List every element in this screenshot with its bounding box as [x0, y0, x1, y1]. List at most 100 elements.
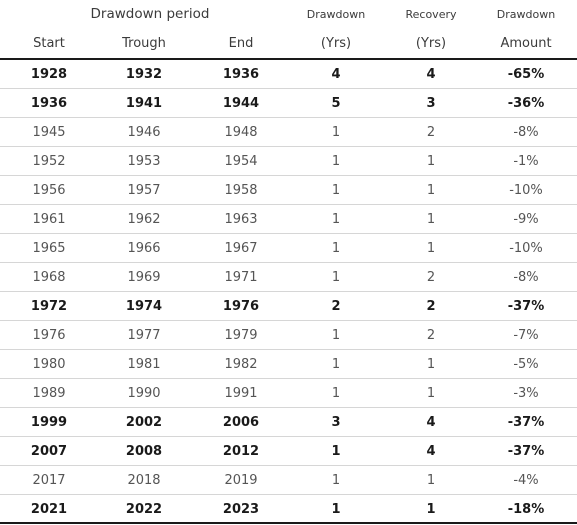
- header-start: Start: [33, 36, 65, 51]
- header-trough: Trough: [122, 36, 166, 51]
- cell-recovery: 1: [426, 183, 436, 198]
- cell-recovery: 1: [426, 473, 436, 488]
- cell-end: 1976: [222, 299, 260, 314]
- cell-end: 1936: [222, 67, 260, 82]
- cell-trough: 1966: [127, 241, 161, 256]
- cell-trough: 1990: [127, 386, 161, 401]
- table-row: 2017 2018 2019 1 1 -4%: [0, 466, 577, 495]
- cell-recovery: 1: [426, 241, 436, 256]
- table-row: 1956 1957 1958 1 1 -10%: [0, 176, 577, 205]
- cell-start: 1980: [32, 357, 66, 372]
- header-end: End: [228, 36, 254, 51]
- row-divider: [0, 465, 577, 466]
- cell-start: 1976: [32, 328, 66, 343]
- cell-drawdown: 3: [331, 415, 341, 430]
- cell-trough: 2002: [125, 415, 163, 430]
- cell-recovery: 1: [426, 357, 436, 372]
- cell-trough: 1946: [127, 125, 161, 140]
- cell-amount: -10%: [509, 241, 543, 256]
- row-divider: [0, 494, 577, 495]
- row-divider: [0, 88, 577, 89]
- header-recovery-yrs: (Yrs): [415, 36, 447, 51]
- row-divider: [0, 175, 577, 176]
- table-body: 1928 1932 1936 4 4 -65% 1936 1941 1944 5 3 -36% 1945…: [0, 60, 577, 524]
- cell-amount: -36%: [507, 96, 545, 111]
- table-row: 2021 2022 2023 1 1 -18%: [0, 495, 577, 524]
- cell-start: 1961: [32, 212, 66, 227]
- cell-drawdown: 1: [331, 473, 341, 488]
- row-divider: [0, 378, 577, 379]
- cell-end: 2006: [222, 415, 260, 430]
- cell-drawdown: 1: [331, 183, 341, 198]
- cell-trough: 2008: [125, 444, 163, 459]
- header-row-1: Drawdown period Drawdown Recovery Drawdo…: [0, 0, 577, 29]
- cell-drawdown: 1: [331, 502, 341, 517]
- cell-amount: -37%: [507, 444, 545, 459]
- cell-amount: -7%: [513, 328, 539, 343]
- cell-recovery: 1: [426, 154, 436, 169]
- cell-recovery: 2: [426, 270, 436, 285]
- cell-recovery: 4: [426, 444, 436, 459]
- cell-trough: 1974: [125, 299, 163, 314]
- cell-start: 1968: [32, 270, 66, 285]
- cell-start: 2017: [32, 473, 66, 488]
- cell-start: 1956: [32, 183, 66, 198]
- cell-amount: -5%: [513, 357, 539, 372]
- table-row: 1980 1981 1982 1 1 -5%: [0, 350, 577, 379]
- cell-recovery: 1: [426, 502, 436, 517]
- cell-drawdown: 1: [331, 154, 341, 169]
- cell-drawdown: 1: [331, 328, 341, 343]
- cell-amount: -4%: [513, 473, 539, 488]
- row-divider: [0, 436, 577, 437]
- table-row: 1961 1962 1963 1 1 -9%: [0, 205, 577, 234]
- cell-end: 2012: [222, 444, 260, 459]
- cell-start: 1999: [30, 415, 68, 430]
- table-row: 1928 1932 1936 4 4 -65%: [0, 60, 577, 89]
- header-row-2: Start Trough End (Yrs) (Yrs) Amount: [0, 29, 577, 58]
- cell-trough: 1953: [127, 154, 161, 169]
- header-amount: Amount: [500, 36, 552, 51]
- row-divider: [0, 262, 577, 263]
- cell-drawdown: 5: [331, 96, 341, 111]
- cell-drawdown: 1: [331, 241, 341, 256]
- cell-amount: -1%: [513, 154, 539, 169]
- cell-end: 1991: [224, 386, 258, 401]
- row-divider: [0, 291, 577, 292]
- cell-amount: -37%: [507, 299, 545, 314]
- cell-drawdown: 4: [331, 67, 341, 82]
- cell-start: 1952: [32, 154, 66, 169]
- cell-trough: 1969: [127, 270, 161, 285]
- cell-end: 1967: [224, 241, 258, 256]
- cell-recovery: 1: [426, 386, 436, 401]
- cell-end: 1944: [222, 96, 260, 111]
- header-drawdown-period: Drawdown period: [90, 6, 210, 22]
- cell-end: 1948: [224, 125, 258, 140]
- cell-trough: 2018: [127, 473, 161, 488]
- table-row: 1965 1966 1967 1 1 -10%: [0, 234, 577, 263]
- cell-trough: 1957: [127, 183, 161, 198]
- cell-trough: 1941: [125, 96, 163, 111]
- table-row: 2007 2008 2012 1 4 -37%: [0, 437, 577, 466]
- cell-drawdown: 1: [331, 270, 341, 285]
- cell-amount: -3%: [513, 386, 539, 401]
- cell-end: 1963: [224, 212, 258, 227]
- cell-end: 2019: [224, 473, 258, 488]
- cell-start: 2007: [30, 444, 68, 459]
- cell-amount: -18%: [507, 502, 545, 517]
- cell-recovery: 2: [426, 328, 436, 343]
- header-drawdown-amount: Drawdown: [496, 8, 556, 21]
- cell-amount: -8%: [513, 270, 539, 285]
- row-divider: [0, 233, 577, 234]
- cell-amount: -37%: [507, 415, 545, 430]
- cell-recovery: 4: [426, 67, 436, 82]
- cell-start: 1928: [30, 67, 68, 82]
- table-row: 1999 2002 2006 3 4 -37%: [0, 408, 577, 437]
- row-divider: [0, 407, 577, 408]
- table-row: 1976 1977 1979 1 2 -7%: [0, 321, 577, 350]
- table-row: 1945 1946 1948 1 2 -8%: [0, 118, 577, 147]
- cell-end: 1979: [224, 328, 258, 343]
- cell-amount: -8%: [513, 125, 539, 140]
- cell-recovery: 4: [426, 415, 436, 430]
- cell-trough: 1962: [127, 212, 161, 227]
